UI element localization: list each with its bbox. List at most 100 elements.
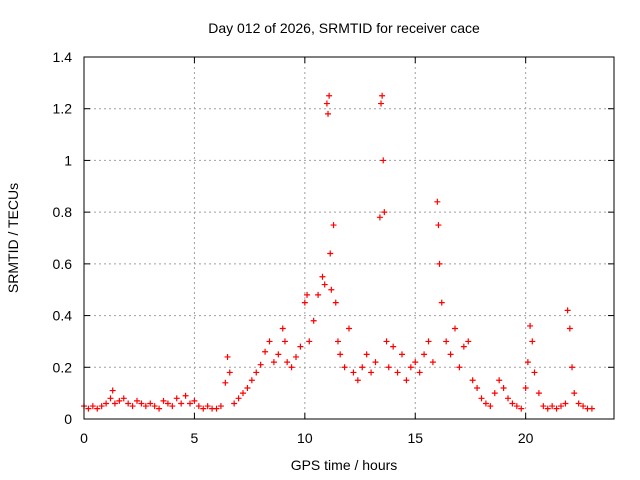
plot-frame [83, 56, 615, 420]
data-point [288, 364, 295, 371]
data-point [334, 338, 341, 345]
data-point [262, 348, 269, 355]
data-point [571, 390, 578, 397]
data-point [421, 351, 428, 358]
grid-lines [84, 57, 614, 419]
data-point [380, 157, 387, 164]
data-point [173, 395, 180, 402]
data-point [566, 325, 573, 332]
data-point [403, 377, 410, 384]
data-point [562, 400, 569, 407]
y-tick-label: 0.8 [53, 204, 73, 220]
data-point [89, 403, 96, 410]
data-point [222, 379, 229, 386]
data-point [535, 390, 542, 397]
data-point [385, 364, 392, 371]
data-point [580, 403, 587, 410]
data-point [304, 291, 311, 298]
data-point [359, 364, 366, 371]
data-point [478, 395, 485, 402]
x-axis-label: GPS time / hours [291, 457, 398, 473]
data-point [522, 384, 529, 391]
data-point [266, 338, 273, 345]
data-point [224, 353, 231, 360]
y-tick-label: 0.2 [53, 359, 73, 375]
data-point [332, 299, 339, 306]
data-point [327, 250, 334, 257]
data-point [425, 338, 432, 345]
data-point [474, 384, 481, 391]
data-point [372, 359, 379, 366]
data-point [509, 400, 516, 407]
data-point [109, 387, 116, 394]
data-point [564, 307, 571, 314]
data-point [200, 405, 207, 412]
y-axis-label: SRMTID / TECUs [5, 183, 21, 293]
data-point [129, 403, 136, 410]
data-point [94, 405, 101, 412]
data-point [390, 343, 397, 350]
y-tick-label: 0 [64, 411, 72, 427]
data-point [103, 400, 110, 407]
data-point [178, 400, 185, 407]
data-point [500, 384, 507, 391]
data-point [217, 403, 224, 410]
data-point [531, 369, 538, 376]
data-point [120, 395, 127, 402]
data-point [328, 286, 335, 293]
x-tick-label: 5 [191, 430, 199, 446]
data-point [151, 403, 158, 410]
data-point [142, 403, 149, 410]
data-point [323, 100, 330, 107]
data-point [191, 397, 198, 404]
y-tick-label: 1 [64, 152, 72, 168]
x-tick-label: 15 [407, 430, 423, 446]
data-point [381, 209, 388, 216]
data-point [354, 377, 361, 384]
data-point [482, 400, 489, 407]
data-point [524, 359, 531, 366]
data-point [465, 338, 472, 345]
data-point [325, 110, 332, 117]
data-point [297, 343, 304, 350]
data-point [85, 405, 92, 412]
data-point [383, 338, 390, 345]
data-point [279, 325, 286, 332]
axis-ticks [83, 56, 614, 420]
data-point [195, 403, 202, 410]
data-point [376, 214, 383, 221]
data-point [435, 222, 442, 229]
data-point [253, 369, 260, 376]
data-point [337, 351, 344, 358]
data-point [518, 405, 525, 412]
data-point [469, 377, 476, 384]
y-tick-label: 1.2 [53, 101, 73, 117]
data-point [412, 359, 419, 366]
data-point [460, 343, 467, 350]
data-point [378, 100, 385, 107]
y-tick-label: 0.4 [53, 308, 73, 324]
data-point [138, 400, 145, 407]
data-point [434, 198, 441, 205]
data-point [558, 403, 564, 410]
data-point [491, 390, 498, 397]
data-point [496, 377, 503, 384]
data-point [169, 403, 176, 410]
data-point [346, 325, 352, 332]
data-point [540, 403, 547, 410]
y-tick-label: 0.6 [53, 256, 73, 272]
data-point [447, 351, 454, 358]
data-point [575, 400, 582, 407]
data-point [513, 403, 520, 410]
data-point [319, 273, 326, 280]
data-point [248, 377, 255, 384]
data-point [363, 351, 370, 358]
data-point [544, 405, 551, 412]
data-point [281, 338, 288, 345]
x-tick-label: 20 [518, 430, 534, 446]
data-point [452, 325, 458, 332]
data-point [399, 351, 405, 358]
data-point [98, 403, 105, 410]
data-point [147, 400, 154, 407]
data-point [107, 395, 114, 402]
